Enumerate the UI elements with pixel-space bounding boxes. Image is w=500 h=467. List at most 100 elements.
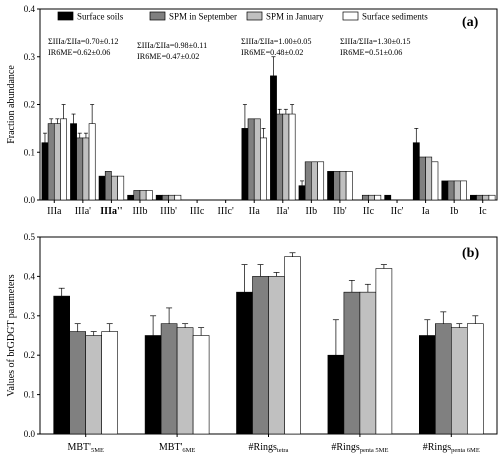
x-tick-label: Ia bbox=[422, 206, 430, 217]
annotation-ratio: ΣIIIa/ΣIIa=0.98±0.11 bbox=[137, 41, 207, 50]
bar bbox=[88, 123, 96, 201]
y-tick-label: 0.4 bbox=[24, 4, 36, 14]
legend-label: Surface soils bbox=[77, 12, 124, 22]
bar bbox=[311, 161, 318, 201]
bar bbox=[384, 194, 392, 201]
legend-swatch bbox=[57, 11, 74, 21]
annotation-ir: IR6ME=0.51±0.06 bbox=[340, 48, 402, 57]
bar bbox=[361, 194, 369, 201]
bar bbox=[317, 161, 325, 201]
x-tick-label: IIIa' bbox=[75, 206, 91, 217]
bar bbox=[460, 180, 467, 201]
annotation-ratio: ΣIIIa/ΣIIa=1.30±0.15 bbox=[340, 37, 410, 46]
bar bbox=[447, 180, 455, 201]
bar bbox=[368, 194, 375, 201]
bar bbox=[339, 171, 347, 201]
annotation-ir: IR6ME=0.48±0.02 bbox=[241, 48, 303, 57]
x-tick-label: IIc bbox=[363, 206, 375, 217]
bar bbox=[236, 291, 253, 435]
legend-label: SPM in January bbox=[266, 12, 324, 22]
bar bbox=[345, 171, 353, 201]
y-tick-label: 0.2 bbox=[24, 350, 35, 360]
bar bbox=[476, 194, 484, 201]
bar bbox=[270, 75, 277, 201]
bar bbox=[117, 175, 125, 201]
bar bbox=[76, 137, 84, 201]
x-tick-label: MBT'6ME bbox=[159, 442, 196, 454]
x-tick-label: IIa' bbox=[276, 206, 289, 217]
bar bbox=[53, 295, 71, 435]
bar bbox=[282, 113, 290, 201]
bar bbox=[359, 291, 377, 435]
bar bbox=[333, 171, 341, 201]
legend-label: Surface sediments bbox=[362, 12, 428, 22]
panel-label: (a) bbox=[462, 15, 479, 30]
bar bbox=[327, 171, 335, 201]
bar bbox=[41, 142, 49, 201]
bar bbox=[253, 118, 261, 201]
bar bbox=[168, 194, 176, 201]
x-tick-label: IIIb bbox=[132, 206, 147, 217]
x-tick-label: #Ringstetra bbox=[249, 442, 289, 454]
annotation-ir: IR6ME=0.62±0.06 bbox=[48, 48, 110, 57]
x-tick-label: #Ringspenta 6ME bbox=[423, 442, 480, 454]
x-tick-label: IIc' bbox=[391, 206, 404, 217]
x-tick-label: IIIa'' bbox=[100, 206, 122, 217]
bar bbox=[144, 335, 162, 435]
bar bbox=[327, 354, 345, 435]
bar bbox=[276, 113, 284, 201]
legend-swatch bbox=[342, 11, 359, 21]
bar bbox=[192, 335, 210, 435]
x-tick-label: MBT'5ME bbox=[67, 442, 104, 454]
bar bbox=[104, 171, 112, 201]
x-tick-label: IIIa bbox=[47, 206, 62, 217]
bar bbox=[441, 180, 449, 201]
bar bbox=[434, 323, 452, 435]
bar bbox=[98, 175, 106, 201]
bar bbox=[450, 327, 468, 435]
bar bbox=[101, 331, 118, 435]
bar bbox=[160, 323, 178, 435]
y-tick-label: 0.0 bbox=[24, 429, 36, 439]
y-tick-label: 0.1 bbox=[24, 147, 35, 157]
bar bbox=[298, 185, 306, 201]
bar bbox=[174, 194, 182, 201]
annotation-ratio: ΣIIIa/ΣIIa=0.70±0.12 bbox=[48, 37, 118, 46]
bar bbox=[482, 194, 490, 201]
bar bbox=[85, 335, 102, 435]
bar bbox=[252, 276, 269, 435]
bar bbox=[145, 190, 153, 201]
x-tick-label: IIIc bbox=[190, 206, 205, 217]
x-tick-label: IIIb' bbox=[160, 206, 177, 217]
bar bbox=[111, 175, 118, 201]
panel-a-chart: 0.0 0.1 0.2 0.3 0.4 Fraction abundance IIIa III… bbox=[6, 4, 498, 217]
bar bbox=[155, 194, 163, 201]
panel-label: (b) bbox=[462, 246, 479, 261]
bar bbox=[247, 118, 255, 201]
legend-swatch bbox=[149, 11, 166, 21]
y-tick-label: 0.3 bbox=[24, 311, 36, 321]
bar bbox=[53, 123, 61, 201]
bar bbox=[288, 113, 296, 201]
bar bbox=[425, 156, 433, 201]
bar bbox=[343, 291, 361, 435]
bar bbox=[375, 268, 393, 435]
bar bbox=[374, 194, 382, 201]
y-tick-label: 0.4 bbox=[24, 271, 36, 281]
bar bbox=[127, 194, 135, 201]
bar bbox=[470, 194, 477, 201]
y-tick-label: 0.2 bbox=[24, 100, 35, 110]
annotation-ratio: ΣIIIa/ΣIIa=1.00±0.05 bbox=[241, 37, 311, 46]
y-axis-label: Fraction abundance bbox=[6, 65, 17, 144]
legend-swatch bbox=[246, 11, 263, 21]
y-tick-label: 0.3 bbox=[24, 52, 36, 62]
bar bbox=[60, 118, 67, 201]
bar bbox=[488, 194, 496, 201]
x-tick-label: IIa bbox=[249, 206, 261, 217]
bar bbox=[431, 161, 439, 201]
bar bbox=[418, 335, 436, 435]
bar bbox=[260, 137, 267, 201]
x-tick-label: IIIc' bbox=[218, 206, 234, 217]
x-tick-label: #Ringspenta 5ME bbox=[331, 442, 388, 454]
